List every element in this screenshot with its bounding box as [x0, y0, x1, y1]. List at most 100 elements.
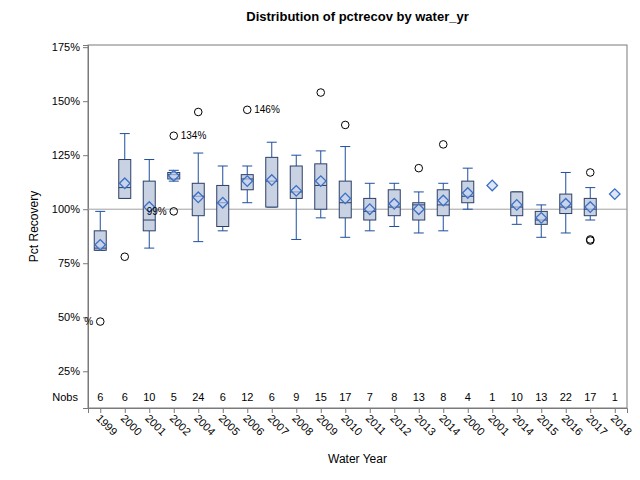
box	[560, 194, 572, 213]
y-tick: 75%	[58, 257, 88, 269]
x-tick: 2010	[339, 408, 365, 438]
box	[241, 175, 253, 190]
whisker-high-cap	[120, 133, 130, 134]
nobs-value: 13	[413, 391, 425, 403]
outlier	[170, 208, 178, 216]
y-tick-mark	[83, 155, 88, 156]
box-group	[584, 169, 596, 245]
x-tick: 2001	[143, 408, 169, 438]
box-group	[364, 183, 376, 231]
x-tick-label: 2009	[315, 412, 341, 438]
mean-marker	[340, 193, 351, 204]
mean-marker	[291, 186, 302, 197]
y-tick-label: 50%	[58, 311, 80, 323]
box-group	[413, 164, 425, 233]
x-tick: 2011	[364, 408, 389, 437]
nobs-value: 17	[339, 391, 351, 403]
whisker-high	[369, 183, 370, 198]
box-group	[143, 160, 155, 249]
mean-marker	[242, 176, 253, 187]
box	[315, 164, 327, 209]
x-tick-label: 2011	[364, 412, 389, 437]
outlier	[121, 253, 129, 261]
y-axis: 25%50%75%100%125%150%175%	[52, 41, 89, 408]
whisker-high	[565, 172, 566, 194]
x-tick-label: 2018	[609, 412, 635, 438]
x-tick-label: 2005	[217, 412, 243, 438]
box	[266, 157, 278, 207]
whisker-low	[565, 214, 566, 233]
whisker-high-cap	[193, 153, 203, 154]
x-tick-label: 2002	[168, 412, 194, 438]
x-tick-label: 2016	[560, 412, 586, 438]
whisker-low	[590, 216, 591, 220]
nobs-value: 5	[171, 391, 177, 403]
plot-frame	[88, 45, 627, 408]
box-group	[560, 172, 572, 233]
whisker-low	[443, 216, 444, 231]
outlier-label: 134%	[181, 130, 207, 141]
nobs-value: 6	[269, 391, 275, 403]
box-group	[315, 89, 327, 218]
box-group	[94, 211, 106, 325]
y-tick-label: 75%	[58, 257, 80, 269]
annotations: %99%134%146%	[84, 104, 280, 327]
outlier	[341, 121, 349, 129]
y-tick: 25%	[58, 365, 88, 377]
nobs-value: 4	[465, 391, 471, 403]
whisker-low	[516, 216, 517, 225]
nobs-value: 7	[367, 391, 373, 403]
y-tick-mark	[83, 371, 88, 372]
box-group	[487, 180, 498, 191]
whisker-high-cap	[389, 183, 399, 184]
whisker-low	[247, 190, 248, 203]
x-tick-label: 2000	[462, 412, 488, 438]
nobs-value: 1	[612, 391, 618, 403]
y-tick: 125%	[52, 149, 88, 161]
x-tick: 2005	[217, 408, 243, 438]
y-axis-title: Pct Recovery	[27, 191, 41, 262]
x-tick-label: 2004	[192, 412, 218, 438]
mean-marker	[95, 240, 106, 251]
nobs-title: Nobs	[52, 391, 78, 403]
nobs-value: 10	[511, 391, 523, 403]
whisker-high-cap	[218, 166, 228, 167]
nobs-value: 1	[489, 391, 495, 403]
nobs-value: 6	[97, 391, 103, 403]
x-tick: 2006	[241, 408, 267, 438]
whisker-high	[222, 166, 223, 185]
box	[413, 203, 425, 220]
nobs-value: 15	[315, 391, 327, 403]
x-tick: 2000	[119, 408, 145, 438]
outlier	[170, 132, 178, 140]
mean-marker	[364, 204, 375, 215]
whisker-low-cap	[340, 237, 350, 238]
whisker-low-cap	[144, 248, 154, 249]
mean-marker	[266, 175, 277, 186]
nobs-value: 24	[192, 391, 204, 403]
plot-marks	[88, 89, 627, 326]
whisker-low-cap	[365, 230, 375, 231]
whisker-low	[222, 227, 223, 231]
x-axis-line	[89, 409, 628, 414]
reference-line	[88, 209, 627, 210]
x-tick-label: 2014	[511, 412, 537, 438]
box	[535, 211, 547, 224]
whisker-low	[296, 198, 297, 239]
whisker-high-cap	[585, 187, 595, 188]
y-tick-label: 125%	[52, 149, 80, 161]
mean-marker	[217, 197, 228, 208]
whisker-high	[124, 134, 125, 160]
nobs-value: 12	[241, 391, 253, 403]
box-group	[535, 205, 547, 237]
box-group	[609, 189, 620, 200]
whisker-high-cap	[316, 150, 326, 151]
nobs-row: Nobs66105246126915177813841101322171	[52, 391, 618, 403]
y-tick-label: 175%	[52, 41, 80, 53]
box	[192, 183, 204, 215]
y-tick-label: 100%	[52, 203, 80, 215]
whisker-low-cap	[193, 241, 203, 242]
mean-marker	[168, 170, 179, 181]
outlier	[243, 106, 251, 114]
outlier-label: %	[84, 316, 93, 327]
